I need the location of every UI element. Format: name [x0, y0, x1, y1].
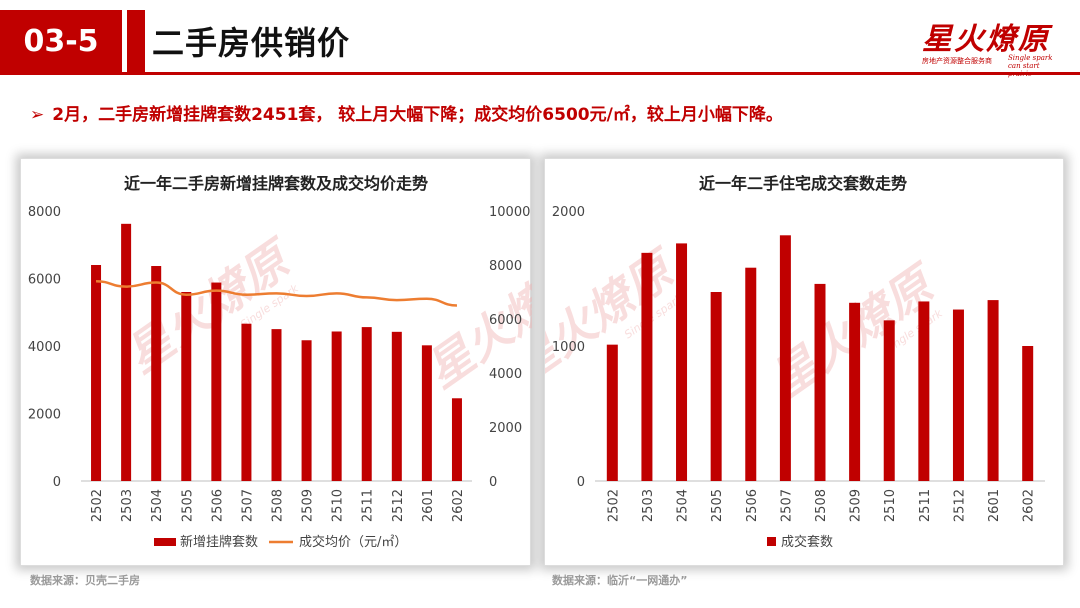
legend-bar-swatch [767, 537, 776, 546]
x-tick-label: 2512 [391, 489, 406, 522]
source-note-left: 数据来源：贝壳二手房 [30, 574, 140, 587]
x-tick-label: 2502 [606, 489, 621, 522]
chart-title: 近一年二手房新增挂牌套数及成交均价走势 [124, 174, 428, 193]
source-note-right: 数据来源：临沂“一网通办” [552, 574, 688, 587]
x-tick-label: 2506 [745, 489, 760, 522]
bar-transactions [641, 252, 653, 481]
chart-title: 近一年二手住宅成交套数走势 [699, 174, 907, 193]
page-title: 二手房供销价 [152, 24, 351, 62]
summary-text: 2月，二手房新增挂牌套数2451套， 较上月大幅下降；成交均价6500元/㎡，较… [52, 105, 783, 125]
bar-transactions [710, 292, 722, 481]
x-tick-label: 2602 [451, 489, 466, 522]
x-tick-label: 2504 [676, 489, 691, 522]
x-tick-label: 2601 [987, 489, 1002, 522]
transactions-chart-panel: 星火燎原 Single spark 星火燎原 Single spark 近一年二手住宅成… [544, 158, 1064, 566]
bar-listings [451, 398, 462, 481]
bar-transactions [606, 344, 618, 481]
x-tick-label: 2503 [641, 489, 656, 522]
logo-mark: 星火燎原 [922, 22, 1050, 57]
section-number-badge: 03-5 [0, 10, 122, 72]
bar-listings [391, 331, 402, 481]
y-right-tick-label: 10000 [489, 205, 530, 220]
logo-tagline: 房地产资源整合服务商 [922, 57, 992, 65]
bar-transactions [883, 320, 895, 481]
x-tick-label: 2510 [883, 489, 898, 522]
logo-english-line-1: Single spark [1008, 54, 1053, 62]
y-left-tick-label: 2000 [28, 408, 61, 423]
brand-logo: 星火燎原 房地产资源整合服务商 Single spark can start p… [918, 14, 1058, 78]
legend-bar-label: 成交套数 [781, 534, 833, 550]
bar-transactions [987, 300, 999, 481]
x-tick-label: 2505 [180, 489, 195, 522]
x-tick-label: 2507 [240, 489, 255, 522]
section-separator [127, 10, 145, 72]
x-tick-label: 2601 [421, 489, 436, 522]
x-tick-label: 2508 [814, 489, 829, 522]
bar-listings [331, 331, 342, 481]
legend-bar-label: 新增挂牌套数 [180, 534, 258, 550]
bar-listings [91, 265, 102, 481]
summary-bullet: ➢ 2月，二手房新增挂牌套数2451套， 较上月大幅下降；成交均价6500元/㎡，… [30, 100, 783, 125]
bar-listings [181, 292, 192, 481]
x-tick-label: 2510 [331, 489, 346, 522]
legend-line-label: 成交均价（元/㎡） [299, 534, 407, 550]
x-tick-label: 2505 [710, 489, 725, 522]
bar-transactions [676, 243, 688, 481]
bullet-arrow-icon: ➢ [30, 105, 45, 125]
bar-listings [301, 340, 312, 481]
y-left-tick-label: 4000 [28, 340, 61, 355]
y-right-tick-label: 0 [489, 475, 497, 490]
y-tick-label: 1000 [552, 340, 585, 355]
x-tick-label: 2507 [779, 489, 794, 522]
bar-listings [271, 329, 282, 481]
x-tick-label: 2511 [918, 489, 933, 522]
bar-transactions [918, 301, 930, 481]
x-tick-label: 2511 [361, 489, 376, 522]
bar-listings [121, 223, 132, 481]
x-tick-label: 2506 [210, 489, 225, 522]
bar-transactions [779, 235, 791, 481]
bar-transactions [1022, 346, 1034, 481]
x-tick-label: 2602 [1022, 489, 1037, 522]
legend-bar-swatch [154, 538, 176, 546]
header-divider [0, 72, 1080, 75]
bar-transactions [952, 309, 964, 481]
bar-transactions [814, 283, 826, 481]
y-tick-label: 0 [577, 475, 585, 490]
bar-transactions [849, 302, 861, 481]
bar-listings [421, 345, 432, 481]
bar-listings [361, 327, 372, 481]
y-right-tick-label: 6000 [489, 313, 522, 328]
x-tick-label: 2504 [150, 489, 165, 522]
line-avg-price [96, 279, 457, 307]
y-right-tick-label: 8000 [489, 259, 522, 274]
bar-listings [241, 323, 252, 481]
x-tick-label: 2509 [301, 489, 316, 522]
x-tick-label: 2512 [952, 489, 967, 522]
logo-english-line-2: can start prairie [1008, 62, 1040, 78]
y-right-tick-label: 4000 [489, 367, 522, 382]
y-tick-label: 2000 [552, 205, 585, 220]
bar-listings [151, 266, 162, 481]
y-left-tick-label: 6000 [28, 273, 61, 288]
y-left-tick-label: 0 [53, 475, 61, 490]
x-tick-label: 2508 [271, 489, 286, 522]
bar-listings [211, 282, 222, 481]
x-tick-label: 2509 [849, 489, 864, 522]
y-right-tick-label: 2000 [489, 421, 522, 436]
logo-english: Single spark can start prairie [1008, 54, 1060, 78]
x-tick-label: 2502 [90, 489, 105, 522]
bar-transactions [745, 267, 757, 481]
y-left-tick-label: 8000 [28, 205, 61, 220]
x-tick-label: 2503 [120, 489, 135, 522]
